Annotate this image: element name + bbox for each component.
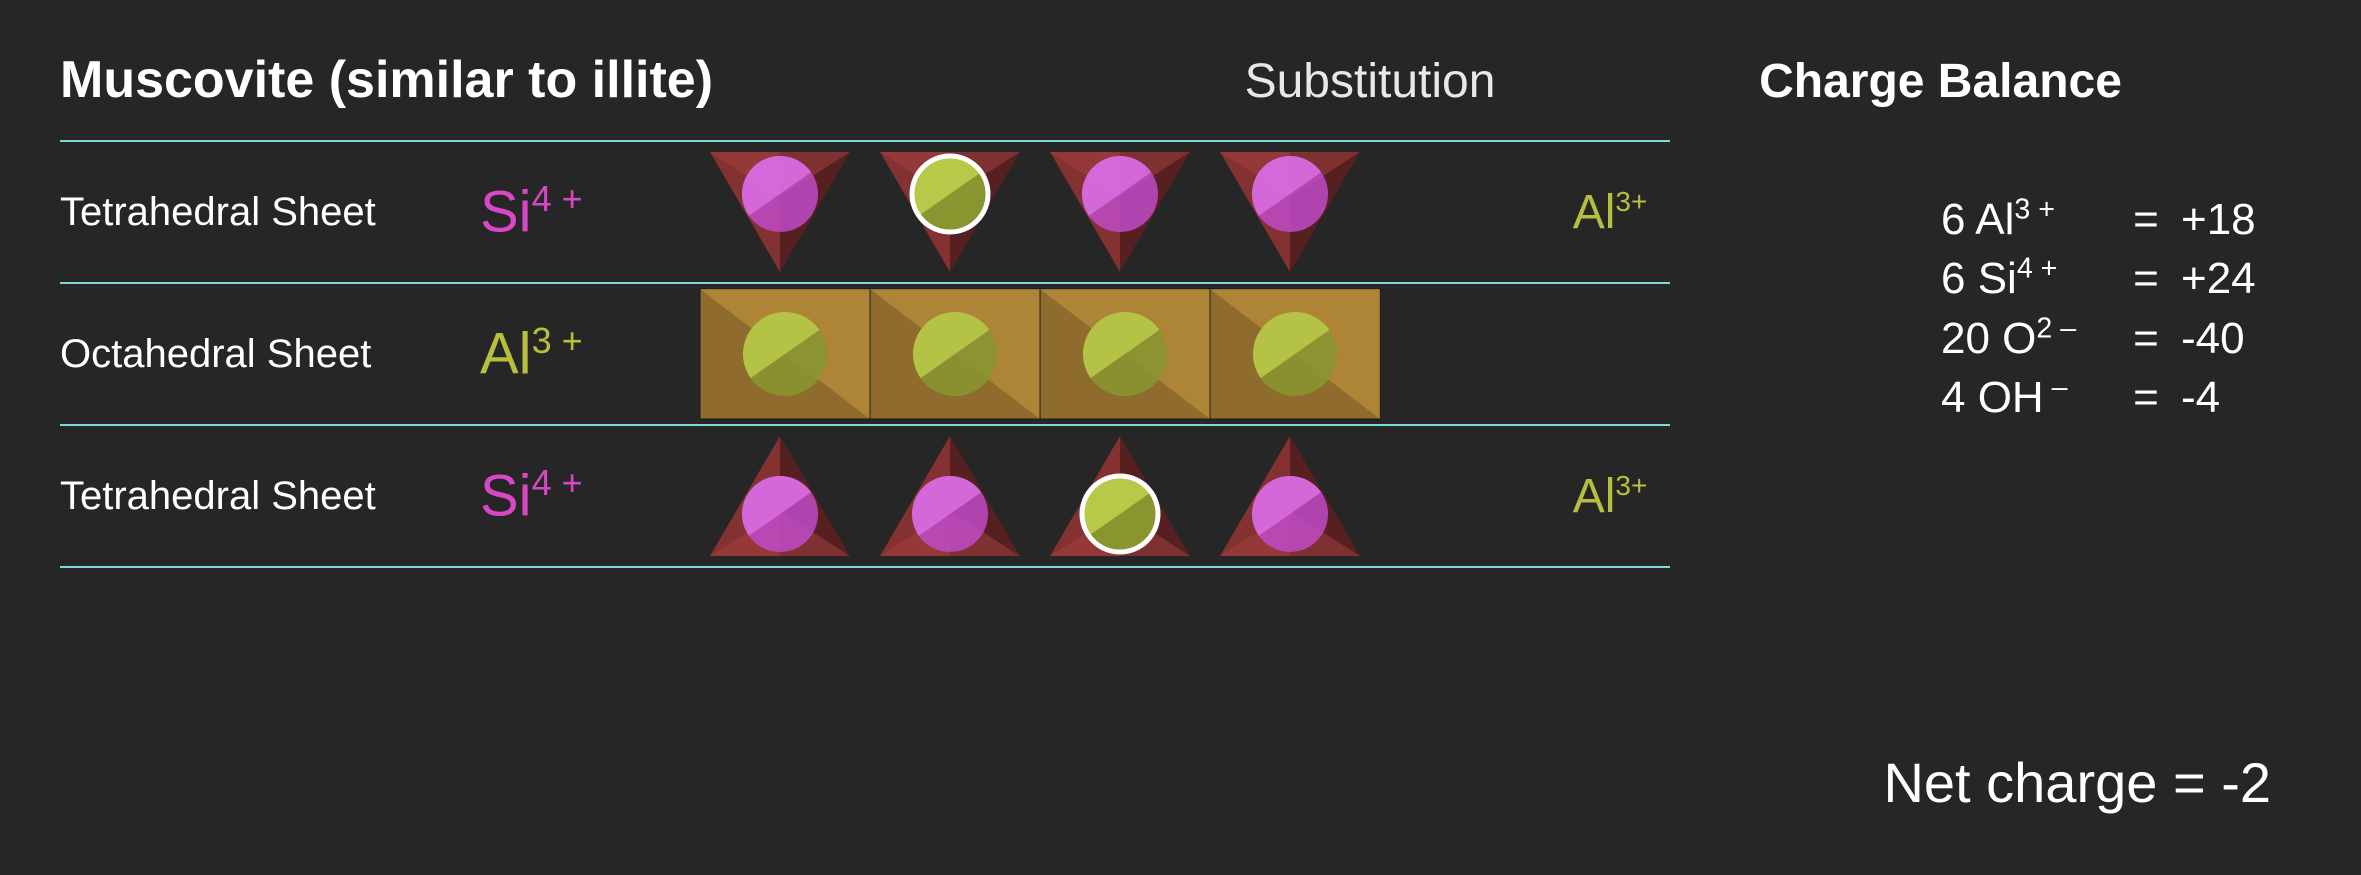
header-row: Muscovite (similar to illite) Substituti… bbox=[60, 50, 2301, 110]
sheet-shapes bbox=[680, 142, 1400, 282]
charge-line: 6 Al3 + = +18 bbox=[1941, 190, 2281, 249]
substitution-header: Substitution bbox=[1160, 54, 1580, 109]
diagram-container: Muscovite (similar to illite) Substituti… bbox=[0, 0, 2361, 875]
charge-line: 6 Si4 + = +24 bbox=[1941, 249, 2281, 308]
page-title: Muscovite (similar to illite) bbox=[60, 50, 1160, 110]
equals-sign: = bbox=[2121, 190, 2171, 249]
equals-sign: = bbox=[2121, 249, 2171, 308]
charge-balance-block: 6 Al3 + = +18 6 Si4 + = +24 20 O2 – = -4… bbox=[1941, 190, 2281, 428]
charge-line: 20 O2 – = -40 bbox=[1941, 309, 2281, 368]
sheet-ion: Si4 + bbox=[480, 462, 680, 529]
substitution-cell: Al3+ bbox=[1400, 469, 1820, 524]
equals-sign: = bbox=[2121, 309, 2171, 368]
charge-value: -40 bbox=[2171, 309, 2281, 368]
sheet-name: Tetrahedral Sheet bbox=[60, 474, 480, 519]
charge-ion: 4 OH – bbox=[1941, 368, 2121, 427]
charge-value: +18 bbox=[2171, 190, 2281, 249]
sheet-shapes bbox=[680, 426, 1400, 566]
divider-line bbox=[60, 566, 1670, 568]
charge-ion: 6 Al3 + bbox=[1941, 190, 2121, 249]
charge-ion: 20 O2 – bbox=[1941, 309, 2121, 368]
net-charge: Net charge = -2 bbox=[1883, 750, 2271, 815]
charge-value: +24 bbox=[2171, 249, 2281, 308]
charge-line: 4 OH – = -4 bbox=[1941, 368, 2281, 427]
charge-value: -4 bbox=[2171, 368, 2281, 427]
sheet-ion: Si4 + bbox=[480, 178, 680, 245]
sheet-name: Octahedral Sheet bbox=[60, 332, 480, 377]
charge-ion: 6 Si4 + bbox=[1941, 249, 2121, 308]
sheet-row: Tetrahedral Sheet Si4 + Al3+ bbox=[60, 426, 2301, 566]
substitution-cell: Al3+ bbox=[1400, 185, 1820, 240]
charge-balance-header: Charge Balance bbox=[1580, 54, 2301, 109]
sheet-shapes bbox=[680, 284, 1400, 424]
sheet-ion: Al3 + bbox=[480, 320, 680, 387]
sheet-name: Tetrahedral Sheet bbox=[60, 190, 480, 235]
equals-sign: = bbox=[2121, 368, 2171, 427]
